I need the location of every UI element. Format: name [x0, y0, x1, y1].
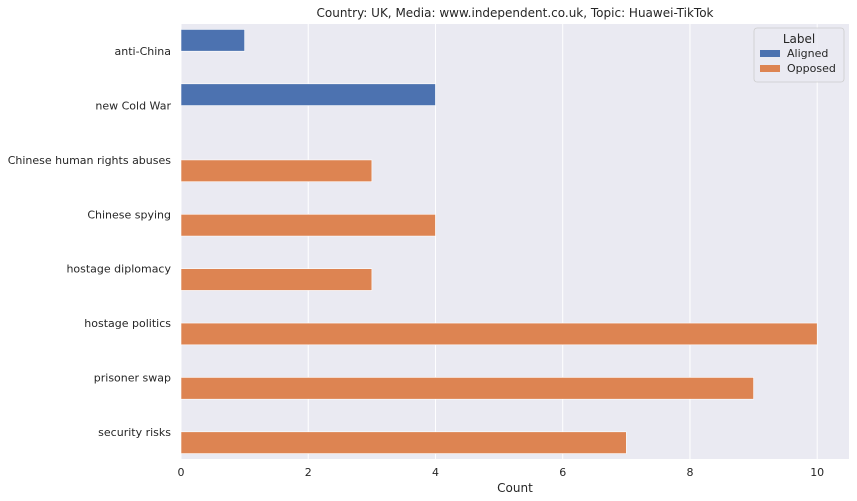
y-tick-label: anti-China [115, 45, 171, 58]
legend-label-opposed: Opposed [787, 62, 836, 75]
legend-title: Label [783, 32, 815, 46]
legend-swatch-aligned [760, 50, 780, 57]
y-tick-label: prisoner swap [94, 371, 171, 384]
x-axis-label: Count [497, 481, 533, 495]
y-tick-label: security risks [98, 426, 171, 439]
x-tick-label: 4 [432, 466, 439, 479]
x-tick-label: 2 [305, 466, 312, 479]
bar-opposed [180, 377, 754, 400]
y-tick-labels: anti-China new Cold War Chinese human righ… [8, 45, 172, 439]
bar-aligned [180, 83, 436, 106]
bar-aligned [180, 29, 245, 52]
legend-swatch-opposed [760, 65, 780, 72]
x-tick-label: 6 [559, 466, 566, 479]
bar-opposed [180, 322, 818, 346]
chart-title: Country: UK, Media: www.independent.co.u… [317, 6, 714, 20]
y-tick-label: hostage politics [84, 317, 171, 330]
x-tick-label: 8 [686, 466, 693, 479]
bars [180, 29, 818, 454]
x-tick-labels: 0 2 4 6 8 10 [178, 466, 825, 479]
y-tick-label: new Cold War [95, 100, 171, 113]
x-tick-label: 10 [810, 466, 824, 479]
x-tick-label: 0 [178, 466, 185, 479]
bar-opposed [180, 268, 373, 291]
y-tick-label: Chinese spying [87, 208, 171, 221]
bar-opposed [180, 159, 373, 182]
bar-opposed [180, 214, 436, 237]
bar-opposed [180, 431, 627, 454]
legend-label-aligned: Aligned [787, 47, 828, 60]
y-tick-label: Chinese human rights abuses [8, 154, 172, 167]
y-tick-label: hostage diplomacy [66, 263, 171, 276]
